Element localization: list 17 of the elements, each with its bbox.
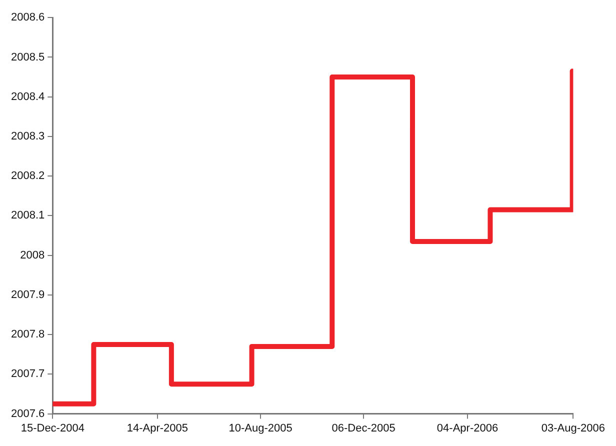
- y-tick-label: 2007.8: [10, 328, 45, 341]
- y-tick-label: 2007.6: [10, 408, 45, 420]
- y-tick-label: 2008.4: [10, 90, 45, 103]
- y-tick-label: 2008: [20, 249, 45, 262]
- y-tick-label: 2007.7: [10, 368, 45, 380]
- x-tick-label: 15-Dec-2004: [20, 422, 84, 434]
- y-tick-label: 2008.6: [10, 12, 45, 24]
- x-tick-label: 14-Apr-2005: [126, 422, 188, 434]
- y-tick-label: 2008.2: [10, 170, 45, 182]
- y-tick-label: 2008.3: [10, 130, 45, 142]
- y-tick-label: 2008.5: [10, 51, 45, 64]
- x-tick-label: 03-Aug-2006: [541, 422, 605, 434]
- x-tick-label: 04-Apr-2006: [436, 422, 498, 434]
- y-tick-label: 2007.9: [10, 288, 45, 301]
- x-tick-label: 10-Aug-2005: [228, 422, 292, 434]
- x-tick-label: 06-Dec-2005: [332, 422, 396, 434]
- y-tick-label: 2008.1: [10, 210, 45, 222]
